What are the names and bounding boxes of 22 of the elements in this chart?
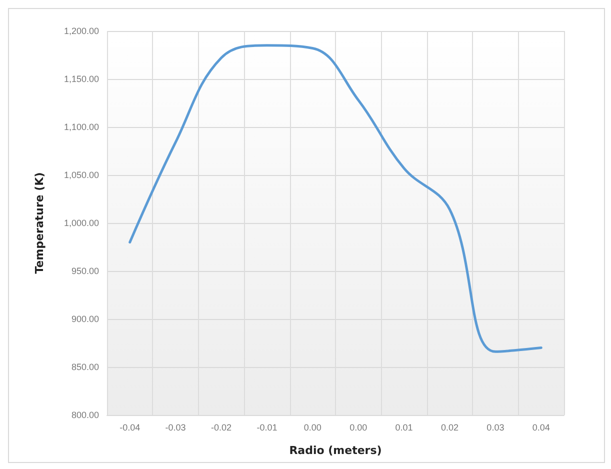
- y-tick-label: 800.00: [71, 410, 99, 420]
- x-tick-label: 0.00: [350, 422, 368, 432]
- y-tick-label: 950.00: [71, 266, 99, 276]
- y-tick-label: 850.00: [71, 362, 99, 372]
- y-axis-title: Temperature (K): [33, 172, 46, 274]
- x-tick-label: 0.02: [440, 422, 459, 432]
- x-tick-label: 0.00: [304, 422, 322, 432]
- y-tick-label: 900.00: [71, 314, 99, 324]
- x-axis-title: Radio (meters): [289, 444, 382, 457]
- x-tick-label: 0.03: [486, 422, 504, 432]
- line-series: [128, 44, 542, 353]
- x-tick-label: -0.02: [210, 422, 232, 432]
- x-tick-label: 0.04: [532, 422, 550, 432]
- x-tick-label: -0.03: [165, 422, 186, 432]
- y-tick-label: 1,000.00: [64, 218, 99, 228]
- y-tick-label: 1,100.00: [64, 122, 99, 132]
- x-tick-label: 0.01: [395, 422, 413, 432]
- x-tick-label: -0.04: [120, 422, 140, 432]
- x-tick-label: -0.01: [256, 422, 278, 432]
- y-tick-label: 1,150.00: [64, 74, 99, 84]
- y-tick-label: 1,050.00: [64, 170, 99, 180]
- y-tick-label: 1,200.00: [64, 26, 99, 36]
